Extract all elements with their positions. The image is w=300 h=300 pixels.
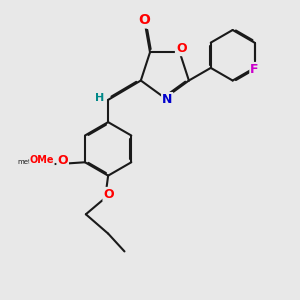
Text: O: O — [176, 42, 187, 55]
Text: O: O — [103, 188, 114, 201]
Text: OMe: OMe — [30, 155, 54, 165]
Text: methoxy: methoxy — [17, 159, 48, 165]
Text: H: H — [95, 93, 104, 103]
Text: O: O — [57, 154, 68, 167]
Text: N: N — [162, 93, 172, 106]
Text: O: O — [138, 14, 150, 28]
Text: F: F — [250, 63, 259, 76]
